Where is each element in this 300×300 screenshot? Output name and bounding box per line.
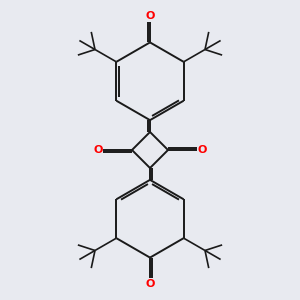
Text: O: O	[145, 279, 155, 289]
Text: O: O	[197, 145, 207, 155]
Text: O: O	[145, 11, 155, 21]
Text: O: O	[93, 145, 103, 155]
